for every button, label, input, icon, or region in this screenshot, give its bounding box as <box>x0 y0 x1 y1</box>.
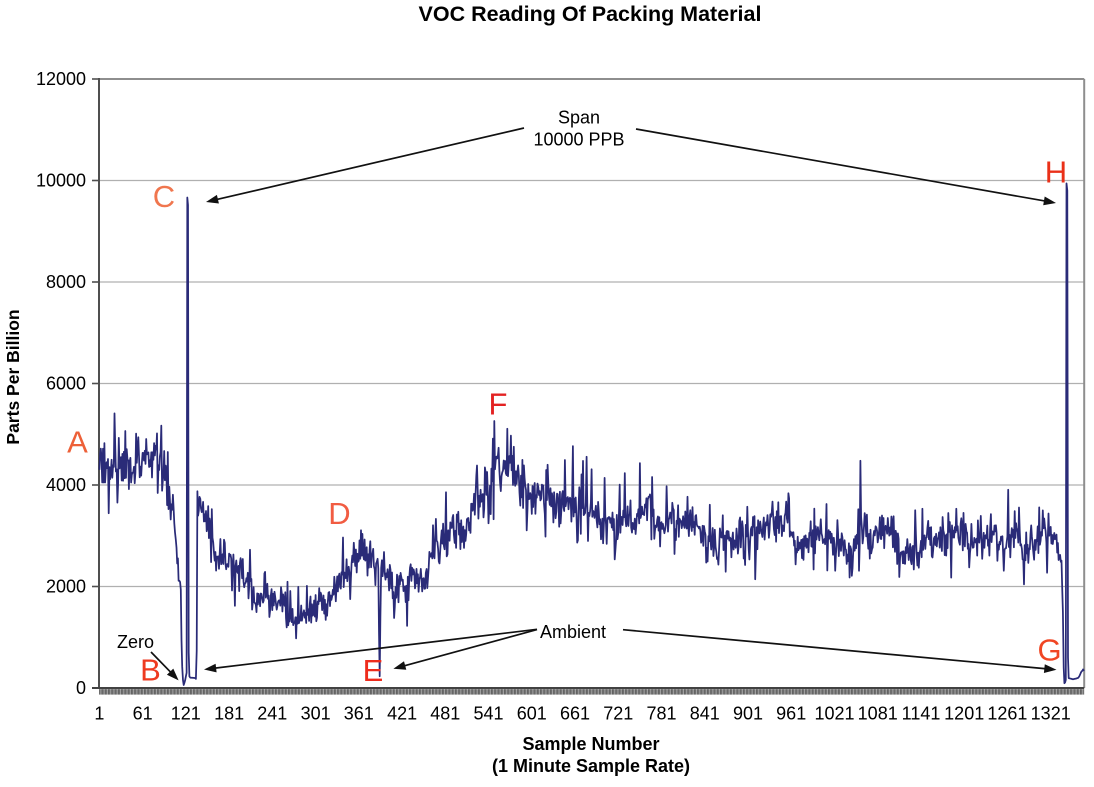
svg-text:10000 PPB: 10000 PPB <box>533 130 624 150</box>
svg-text:1321: 1321 <box>1031 704 1071 724</box>
svg-text:1: 1 <box>94 704 104 724</box>
svg-text:Parts Per Billion: Parts Per Billion <box>3 309 23 444</box>
svg-text:541: 541 <box>473 704 503 724</box>
svg-text:VOC Reading Of Packing Materia: VOC Reading Of Packing Material <box>419 2 762 26</box>
svg-text:661: 661 <box>560 704 590 724</box>
svg-text:1081: 1081 <box>858 704 898 724</box>
svg-text:61: 61 <box>133 704 153 724</box>
svg-text:721: 721 <box>603 704 633 724</box>
svg-text:481: 481 <box>430 704 460 724</box>
svg-text:1261: 1261 <box>987 704 1027 724</box>
svg-text:4000: 4000 <box>46 475 86 495</box>
svg-text:2000: 2000 <box>46 577 86 597</box>
svg-text:421: 421 <box>387 704 417 724</box>
svg-text:(1 Minute Sample Rate): (1 Minute Sample Rate) <box>492 756 690 776</box>
svg-text:Zero: Zero <box>117 632 154 652</box>
svg-text:Sample Number: Sample Number <box>522 734 659 754</box>
svg-text:A: A <box>67 424 88 459</box>
svg-text:241: 241 <box>257 704 287 724</box>
svg-text:D: D <box>328 496 350 531</box>
svg-text:901: 901 <box>733 704 763 724</box>
svg-text:0: 0 <box>76 678 86 698</box>
svg-text:B: B <box>140 652 161 687</box>
svg-text:F: F <box>489 386 508 421</box>
svg-text:181: 181 <box>214 704 244 724</box>
svg-text:Ambient: Ambient <box>540 622 606 642</box>
svg-text:6000: 6000 <box>46 374 86 394</box>
svg-text:1021: 1021 <box>814 704 854 724</box>
svg-text:1201: 1201 <box>944 704 984 724</box>
svg-text:781: 781 <box>646 704 676 724</box>
svg-text:C: C <box>153 179 175 214</box>
svg-text:841: 841 <box>690 704 720 724</box>
svg-text:301: 301 <box>301 704 331 724</box>
svg-text:H: H <box>1045 154 1067 189</box>
svg-text:1141: 1141 <box>902 704 941 724</box>
svg-text:121: 121 <box>171 704 201 724</box>
svg-text:Span: Span <box>558 108 600 128</box>
svg-text:12000: 12000 <box>36 69 86 89</box>
svg-text:601: 601 <box>517 704 547 724</box>
svg-text:361: 361 <box>344 704 374 724</box>
svg-text:961: 961 <box>776 704 806 724</box>
svg-text:10000: 10000 <box>36 171 86 191</box>
svg-text:G: G <box>1037 633 1061 668</box>
svg-text:8000: 8000 <box>46 272 86 292</box>
svg-text:E: E <box>363 653 384 688</box>
